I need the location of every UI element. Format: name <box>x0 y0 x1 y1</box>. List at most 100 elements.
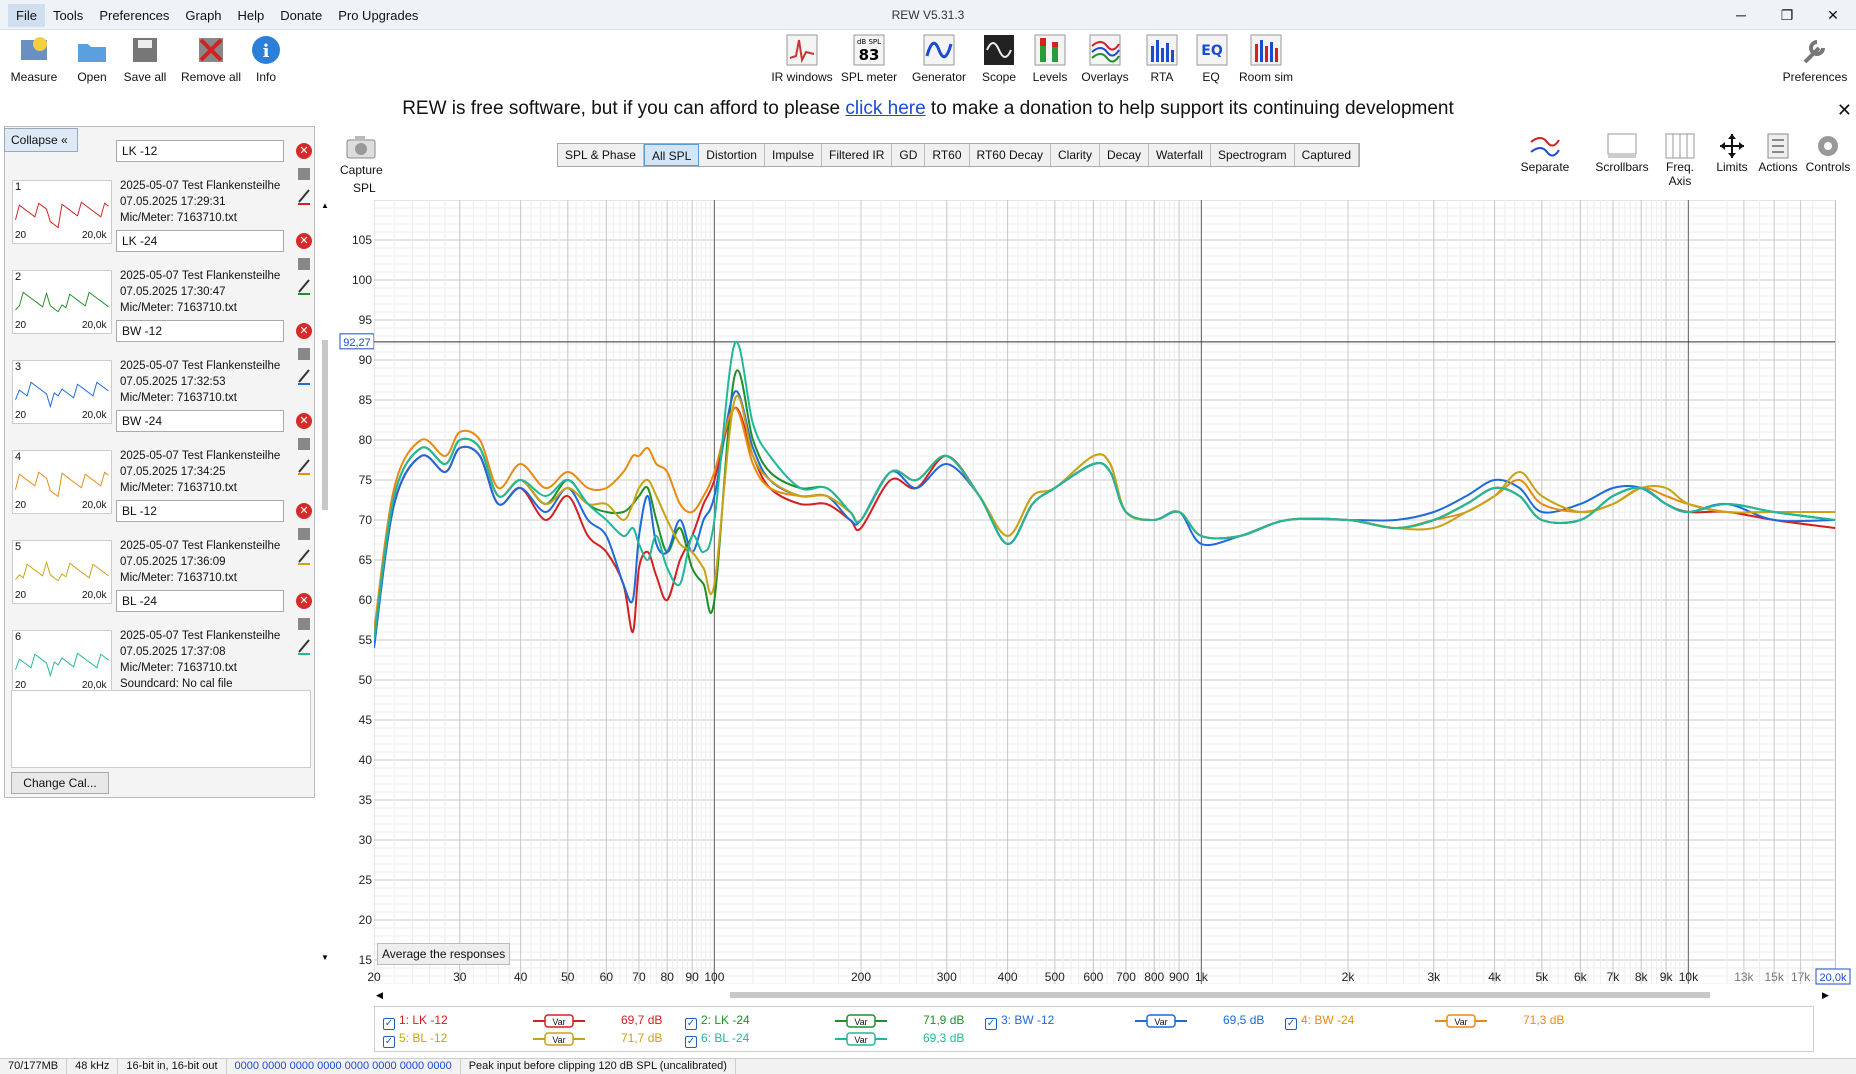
close-button[interactable]: ✕ <box>1827 7 1839 23</box>
tab-distortion[interactable]: Distortion <box>699 144 765 166</box>
remove-measurement-icon[interactable]: ✕ <box>296 233 312 249</box>
menu-pro-upgrades[interactable]: Pro Upgrades <box>338 7 419 23</box>
tab-gd[interactable]: GD <box>892 144 926 166</box>
measurement-item[interactable]: LK -24 ✕ 2 20 20,0k 2025-05-07 Test Flankenst… <box>6 226 316 334</box>
legend-var-button[interactable]: Var <box>1135 1013 1187 1029</box>
legend-var-button[interactable]: Var <box>533 1031 585 1047</box>
legend-checkbox[interactable]: ✓ <box>383 1018 395 1030</box>
overlays-button[interactable]: Overlays <box>1080 34 1130 84</box>
measurement-name-field[interactable]: BW -24 <box>116 410 284 432</box>
freq-axis-button[interactable]: Freq. Axis <box>1654 132 1706 188</box>
info-button[interactable]: i Info <box>250 34 282 84</box>
measurement-name-field[interactable]: BL -12 <box>116 500 284 522</box>
eq-button[interactable]: EQ EQ <box>1196 34 1228 84</box>
measurement-name-field[interactable]: LK -24 <box>116 230 284 252</box>
preferences-button[interactable]: Preferences <box>1780 34 1850 84</box>
legend-checkbox[interactable]: ✓ <box>1285 1018 1297 1030</box>
legend-item[interactable]: ✓ 5: BL -12 <box>383 1031 447 1048</box>
x-tick-label: 400 <box>998 970 1018 984</box>
tab-rt60[interactable]: RT60 <box>925 144 970 166</box>
legend-label: 3: BW -12 <box>1001 1013 1055 1027</box>
legend-item[interactable]: ✓ 4: BW -24 <box>1285 1013 1354 1030</box>
tab-waterfall[interactable]: Waterfall <box>1149 144 1211 166</box>
spl-chart[interactable] <box>374 200 1836 984</box>
remove-measurement-icon[interactable]: ✕ <box>296 413 312 429</box>
room-sim-button[interactable]: Room sim <box>1236 34 1296 84</box>
legend-item[interactable]: ✓ 6: BL -24 <box>685 1031 749 1048</box>
separate-button[interactable]: Separate <box>1520 132 1570 174</box>
measurement-thumbnail <box>12 180 112 244</box>
menu-preferences[interactable]: Preferences <box>99 7 170 23</box>
tab-all-spl[interactable]: All SPL <box>643 144 700 166</box>
tab-filtered-ir[interactable]: Filtered IR <box>822 144 893 166</box>
open-button[interactable]: Open <box>72 34 112 84</box>
change-cal-button[interactable]: Change Cal... <box>11 772 109 794</box>
donate-link[interactable]: click here <box>845 98 926 119</box>
tab-spl-phase[interactable]: SPL & Phase <box>558 144 644 166</box>
eq-icon: EQ <box>1196 34 1228 66</box>
measurement-item[interactable]: BW -12 ✕ 3 20 20,0k 2025-05-07 Test Flankenst… <box>6 316 316 424</box>
tab-spectrogram[interactable]: Spectrogram <box>1211 144 1295 166</box>
measurement-item[interactable]: BW -24 ✕ 4 20 20,0k 2025-05-07 Test Flankenst… <box>6 406 316 514</box>
measurement-name-field[interactable]: BL -24 <box>116 590 284 612</box>
spl-meter-button[interactable]: dB SPL 83 SPL meter <box>840 34 898 84</box>
legend-item[interactable]: ✓ 1: LK -12 <box>383 1013 448 1030</box>
scope-button[interactable]: Scope <box>982 34 1016 84</box>
chart-horizontal-scrollbar[interactable]: ◀ ▶ <box>374 988 1834 1002</box>
legend-checkbox[interactable]: ✓ <box>685 1036 697 1048</box>
x-tick-label: 600 <box>1083 970 1103 984</box>
measurement-name-field[interactable]: LK -12 <box>116 140 284 162</box>
remove-measurement-icon[interactable]: ✕ <box>296 503 312 519</box>
tab-clarity[interactable]: Clarity <box>1051 144 1101 166</box>
banner-close-icon[interactable]: ✕ <box>1836 100 1852 120</box>
legend-var-button[interactable]: Var <box>533 1013 585 1029</box>
menu-file[interactable]: File <box>8 3 45 27</box>
measure-button[interactable]: Measure <box>10 34 58 84</box>
measurement-name-field[interactable]: BW -12 <box>116 320 284 342</box>
legend-item[interactable]: ✓ 2: LK -24 <box>685 1013 750 1030</box>
ir-windows-button[interactable]: IR windows <box>770 34 834 84</box>
limits-button[interactable]: Limits <box>1712 132 1752 174</box>
measurement-item[interactable]: BL -24 ✕ 6 20 20,0k 2025-05-07 Test Flankenst… <box>6 586 316 694</box>
menu-help[interactable]: Help <box>237 7 265 23</box>
menu-graph[interactable]: Graph <box>185 7 222 23</box>
legend-var-button[interactable]: Var <box>835 1031 887 1047</box>
ir-windows-icon <box>786 34 818 66</box>
maximize-button[interactable]: ❐ <box>1780 7 1794 23</box>
y-tick-label: 75 <box>359 473 373 487</box>
average-responses-button[interactable]: Average the responses <box>377 943 511 965</box>
menu-donate[interactable]: Donate <box>280 7 323 23</box>
thumbnail-freq-start: 20 <box>15 590 27 601</box>
legend-var-button[interactable]: Var <box>835 1013 887 1029</box>
remove-measurement-icon[interactable]: ✕ <box>296 593 312 609</box>
legend-var-button[interactable]: Var <box>1435 1013 1487 1029</box>
tab-rt60-decay[interactable]: RT60 Decay <box>970 144 1051 166</box>
collapse-button[interactable]: Collapse « <box>4 128 78 152</box>
measurement-info: 2025-05-07 Test Flankensteilhe 07.05.2025… <box>120 178 280 226</box>
measurement-item[interactable]: BL -12 ✕ 5 20 20,0k 2025-05-07 Test Flankenst… <box>6 496 316 604</box>
x-tick-label: 13k <box>1734 970 1754 984</box>
capture-button[interactable]: Capture <box>340 134 383 177</box>
legend-item[interactable]: ✓ 3: BW -12 <box>985 1013 1054 1030</box>
remove-measurement-icon[interactable]: ✕ <box>296 143 312 159</box>
legend-checkbox[interactable]: ✓ <box>685 1018 697 1030</box>
rta-button[interactable]: RTA <box>1146 34 1178 84</box>
measurement-item[interactable]: LK -12 ✕ 1 20 20,0k 2025-05-07 Test Flankenst… <box>6 136 316 244</box>
minimize-button[interactable]: ─ <box>1736 7 1746 23</box>
legend-checkbox[interactable]: ✓ <box>985 1018 997 1030</box>
tab-captured[interactable]: Captured <box>1295 144 1360 166</box>
menu-tools[interactable]: Tools <box>52 7 84 23</box>
scrollbars-button[interactable]: Scrollbars <box>1594 132 1650 174</box>
actions-button[interactable]: Actions <box>1756 132 1800 174</box>
legend-checkbox[interactable]: ✓ <box>383 1036 395 1048</box>
levels-button[interactable]: Levels <box>1032 34 1068 84</box>
remove-all-button[interactable]: Remove all <box>180 34 242 84</box>
measurement-number: 6 <box>15 631 22 643</box>
generator-button[interactable]: Generator <box>908 34 970 84</box>
tab-decay[interactable]: Decay <box>1100 144 1150 166</box>
tab-impulse[interactable]: Impulse <box>765 144 823 166</box>
panel-scrollbar[interactable]: ▲▼ <box>318 200 332 960</box>
remove-measurement-icon[interactable]: ✕ <box>296 323 312 339</box>
save-all-button[interactable]: Save all <box>122 34 168 84</box>
controls-button[interactable]: Controls <box>1804 132 1852 174</box>
